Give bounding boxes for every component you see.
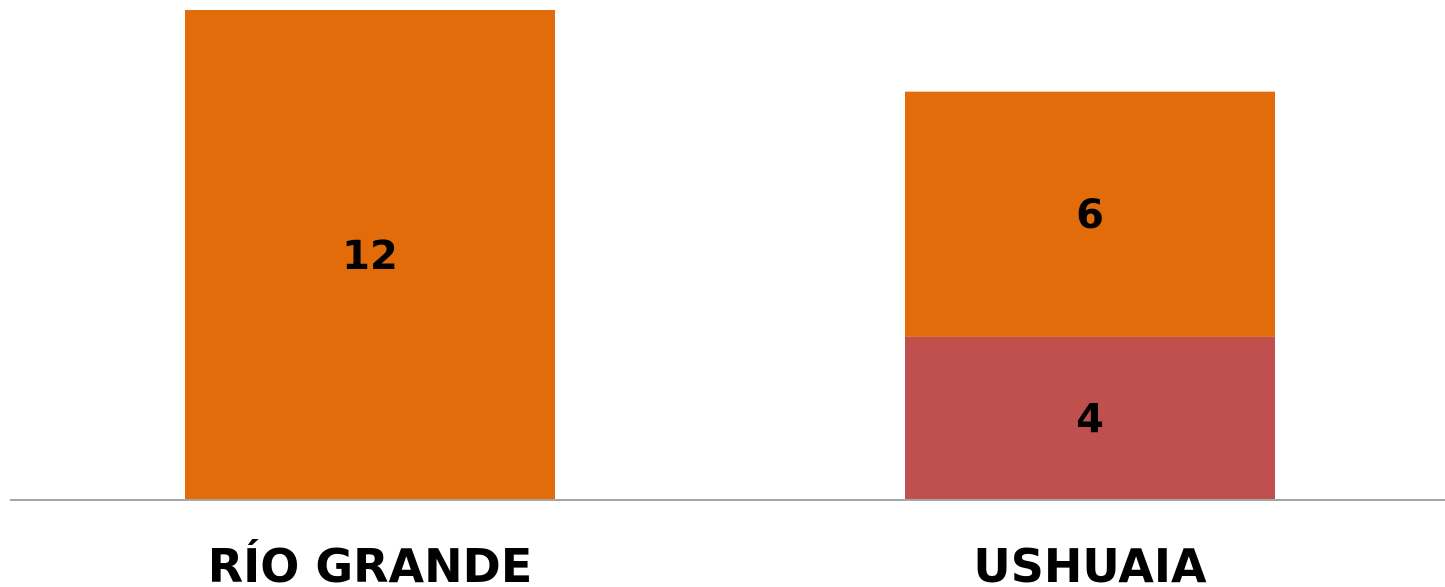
- bar-segment: [905, 336, 1275, 500]
- category-label-group: RÍO GRANDE USHUAIA: [208, 539, 1207, 587]
- data-label: 4: [1076, 396, 1104, 442]
- bar-segment: [185, 10, 555, 500]
- bar-segment: [905, 91, 1275, 337]
- bar-group: [185, 10, 1275, 500]
- data-label: 6: [1076, 192, 1104, 238]
- data-label-group: 12 4 6: [342, 192, 1104, 442]
- category-label: USHUAIA: [973, 539, 1207, 587]
- category-label: RÍO GRANDE: [208, 539, 533, 587]
- data-label: 12: [342, 233, 398, 279]
